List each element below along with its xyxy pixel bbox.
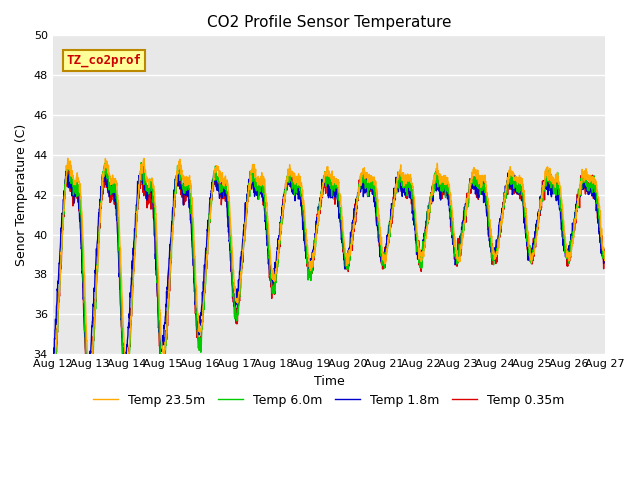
Line: Temp 0.35m: Temp 0.35m	[52, 166, 605, 406]
Text: TZ_co2prof: TZ_co2prof	[67, 54, 141, 67]
Temp 0.35m	[49, 389, 56, 395]
Line: Temp 23.5m: Temp 23.5m	[52, 158, 605, 375]
X-axis label: Time: Time	[314, 374, 344, 387]
Temp 23.5m	[490, 249, 498, 255]
Temp 1.8m	[553, 197, 561, 203]
Temp 23.5m	[64, 156, 72, 161]
Temp 23.5m	[49, 369, 56, 375]
Temp 23.5m	[49, 372, 57, 378]
Temp 6.0m	[49, 404, 57, 409]
Temp 6.0m	[490, 255, 498, 261]
Temp 6.0m	[204, 249, 211, 254]
Temp 6.0m	[602, 255, 609, 261]
Temp 6.0m	[358, 176, 365, 181]
Temp 1.8m	[568, 231, 576, 237]
Temp 6.0m	[138, 160, 145, 166]
Temp 0.35m	[568, 234, 576, 240]
Temp 0.35m	[138, 163, 146, 168]
Temp 0.35m	[490, 252, 498, 258]
Temp 0.35m	[204, 247, 211, 253]
Temp 6.0m	[346, 259, 353, 265]
Temp 23.5m	[553, 174, 561, 180]
Temp 0.35m	[84, 403, 92, 408]
Temp 6.0m	[49, 400, 56, 406]
Line: Temp 6.0m: Temp 6.0m	[52, 163, 605, 407]
Temp 6.0m	[553, 182, 561, 188]
Title: CO2 Profile Sensor Temperature: CO2 Profile Sensor Temperature	[207, 15, 451, 30]
Temp 6.0m	[568, 237, 576, 242]
Temp 23.5m	[204, 257, 211, 263]
Temp 1.8m	[602, 246, 609, 252]
Legend: Temp 23.5m, Temp 6.0m, Temp 1.8m, Temp 0.35m: Temp 23.5m, Temp 6.0m, Temp 1.8m, Temp 0…	[88, 389, 570, 412]
Temp 0.35m	[553, 178, 561, 183]
Temp 1.8m	[490, 250, 498, 256]
Y-axis label: Senor Temperature (C): Senor Temperature (C)	[15, 124, 28, 266]
Temp 0.35m	[358, 180, 365, 185]
Temp 23.5m	[602, 257, 609, 263]
Temp 0.35m	[346, 262, 353, 268]
Temp 23.5m	[358, 170, 365, 176]
Temp 1.8m	[358, 182, 365, 188]
Temp 23.5m	[568, 243, 576, 249]
Temp 1.8m	[63, 164, 70, 170]
Temp 1.8m	[84, 365, 92, 371]
Temp 1.8m	[49, 356, 56, 362]
Line: Temp 1.8m: Temp 1.8m	[52, 167, 605, 368]
Temp 1.8m	[346, 252, 353, 258]
Temp 0.35m	[602, 260, 609, 265]
Temp 1.8m	[204, 227, 211, 232]
Temp 23.5m	[346, 247, 353, 253]
